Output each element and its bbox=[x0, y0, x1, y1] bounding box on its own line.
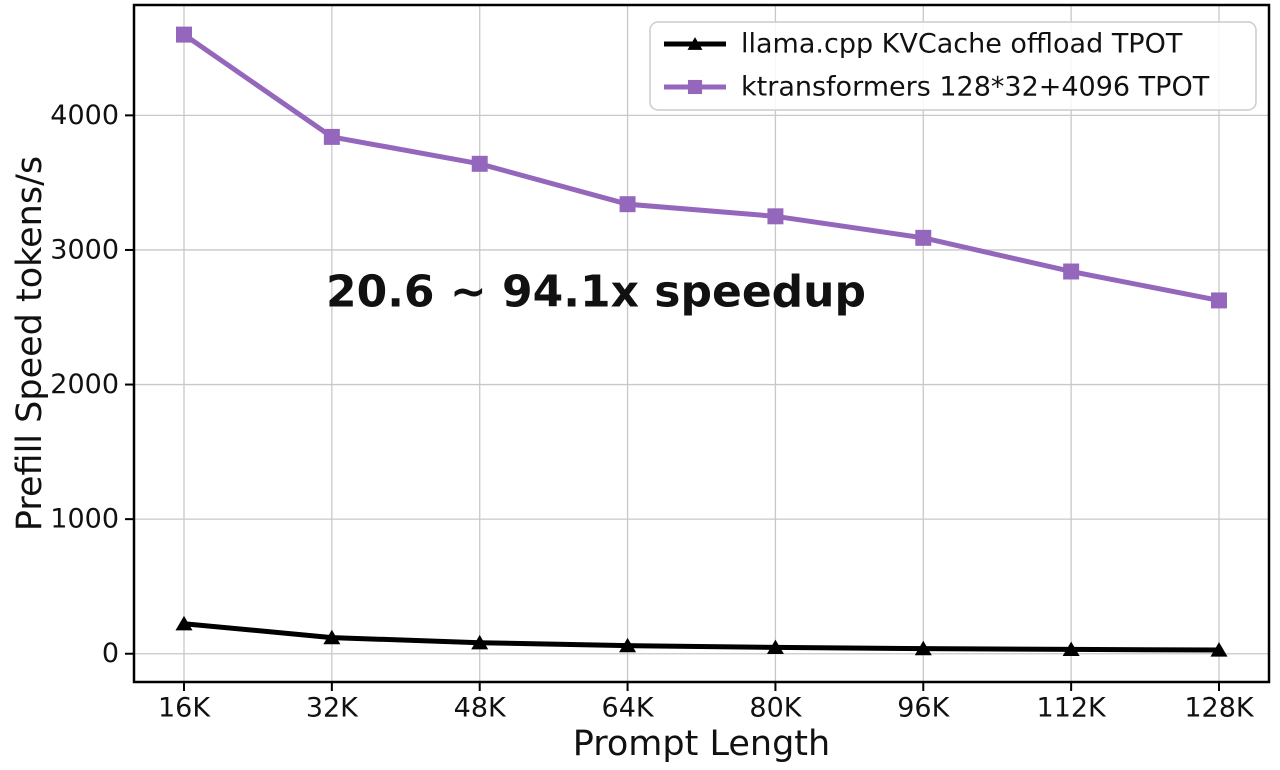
series-marker-ktransformers bbox=[176, 26, 192, 43]
series-marker-llama-cpp bbox=[1062, 641, 1080, 657]
x-tick-label: 16K bbox=[158, 693, 211, 724]
series-marker-ktransformers bbox=[323, 128, 340, 145]
y-tick-label: 1000 bbox=[50, 504, 119, 535]
plot-border bbox=[132, 3, 1271, 684]
y-axis-label: Prefill Speed tokens/s bbox=[10, 156, 50, 531]
series-marker-llama-cpp bbox=[323, 629, 341, 645]
series-ktransformers bbox=[176, 26, 1227, 309]
series-line-llama-cpp bbox=[183, 621, 1220, 653]
legend-sample-marker bbox=[687, 79, 703, 95]
x-tick-label: 80K bbox=[749, 693, 802, 724]
series-marker-llama-cpp bbox=[619, 637, 637, 653]
legend: llama.cpp KVCache offload TPOT ktransform… bbox=[649, 21, 1257, 111]
series-marker-llama-cpp bbox=[914, 640, 932, 656]
speedup-annotation: 20.6 ~ 94.1x speedup bbox=[326, 267, 866, 318]
series-llama-cpp bbox=[175, 615, 1228, 657]
series-marker-ktransformers bbox=[1211, 292, 1227, 309]
series-line-ktransformers bbox=[182, 32, 1220, 303]
series-marker-ktransformers bbox=[471, 155, 488, 172]
series-marker-llama-cpp bbox=[766, 639, 784, 655]
series-marker-ktransformers bbox=[915, 229, 932, 246]
x-tick-label: 64K bbox=[602, 693, 655, 724]
y-tick-label: 3000 bbox=[50, 234, 119, 265]
series-marker-llama-cpp bbox=[1210, 642, 1228, 657]
series-marker-ktransformers bbox=[767, 208, 784, 225]
series-marker-ktransformers bbox=[1063, 263, 1080, 280]
x-tick-label: 32K bbox=[306, 693, 359, 724]
x-tick-label: 112K bbox=[1037, 693, 1108, 724]
series-marker-llama-cpp bbox=[175, 615, 193, 631]
legend-item-label: ktransformers 128*32+4096 TPOT bbox=[741, 72, 1210, 103]
x-tick-label: 96K bbox=[897, 693, 950, 724]
legend-item-label: llama.cpp KVCache offload TPOT bbox=[741, 29, 1183, 60]
x-tick-label: 48K bbox=[454, 693, 507, 724]
x-axis-label: Prompt Length bbox=[573, 724, 830, 764]
y-tick-label: 4000 bbox=[50, 100, 119, 131]
y-tick-label: 2000 bbox=[50, 369, 119, 400]
legend-sample-marker bbox=[687, 37, 703, 50]
x-tick-label: 128K bbox=[1184, 693, 1255, 724]
y-tick-label: 0 bbox=[102, 638, 119, 669]
legend-box bbox=[649, 21, 1257, 111]
series-marker-llama-cpp bbox=[471, 634, 489, 650]
series-marker-ktransformers bbox=[619, 196, 636, 213]
